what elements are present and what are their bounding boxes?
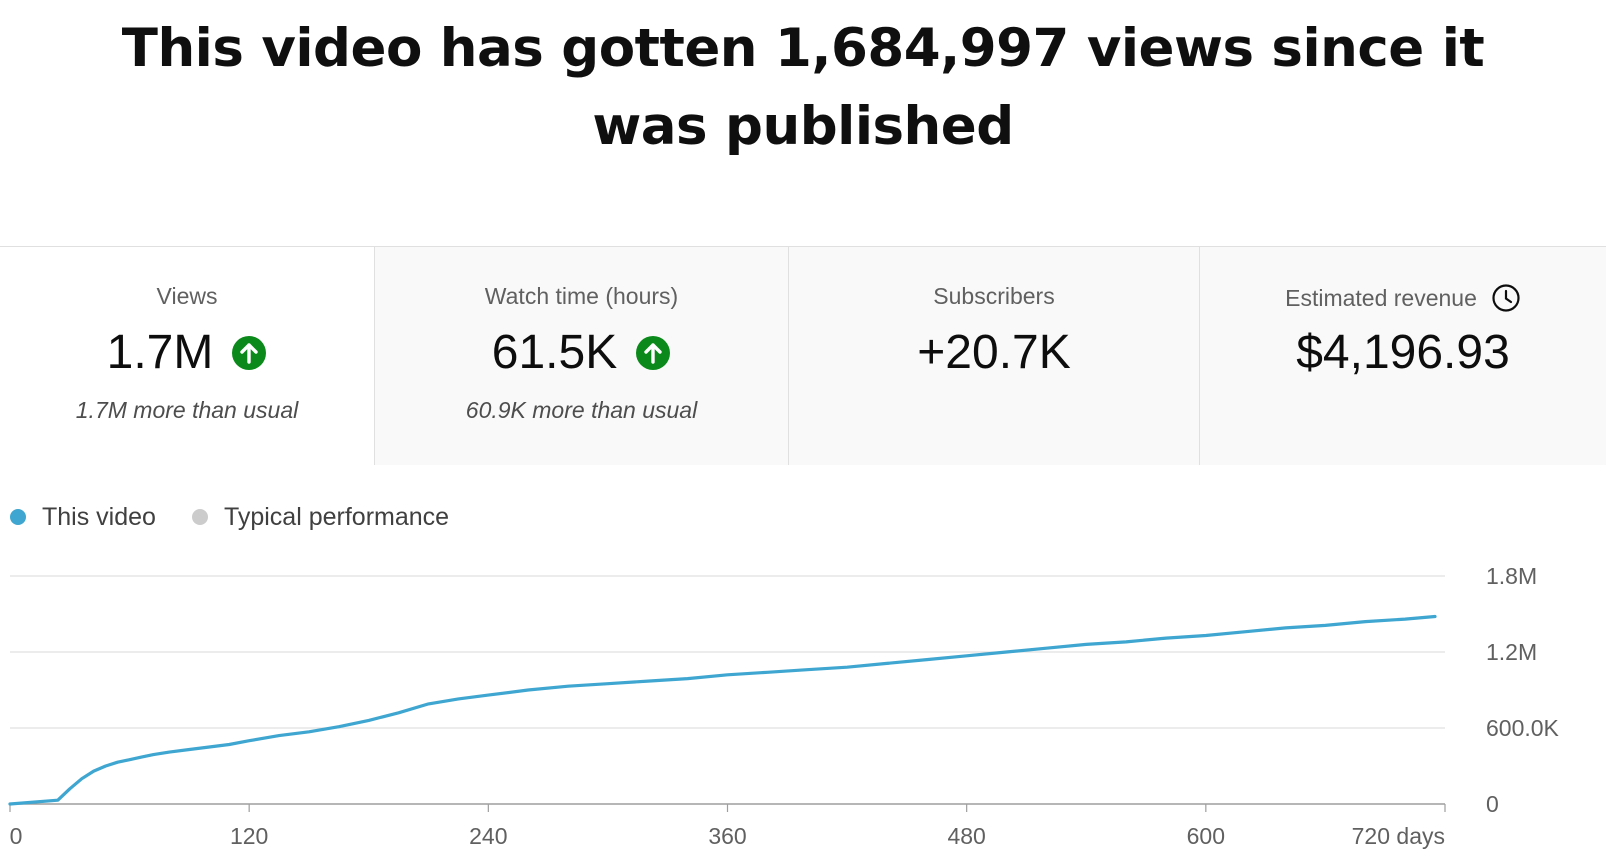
card-value: +20.7K (917, 326, 1071, 379)
chart-legend: This video Typical performance (10, 500, 485, 534)
card-value: $4,196.93 (1296, 326, 1510, 379)
card-watch-time[interactable]: Watch time (hours) 61.5K 60.9K more than… (374, 247, 788, 465)
card-note: 60.9K more than usual (465, 397, 698, 423)
x-tick-label: 480 (947, 823, 985, 849)
x-tick-label: 120 (230, 823, 268, 849)
x-tick-label: 0 (10, 823, 23, 849)
card-subscribers[interactable]: Subscribers +20.7K (788, 247, 1199, 465)
card-revenue[interactable]: Estimated revenue $4,196.93 (1199, 247, 1606, 465)
x-tick-label: 600 (1187, 823, 1225, 849)
card-note: 1.7M more than usual (75, 397, 299, 423)
card-label: Estimated revenue (1285, 284, 1477, 311)
series-line-this-video[interactable] (8, 614, 1437, 806)
page-title: This video has gotten 1,684,997 views si… (121, 18, 1485, 157)
x-tick-label: 240 (469, 823, 507, 849)
x-tick-label: 360 (708, 823, 746, 849)
card-label: Subscribers (933, 283, 1055, 309)
legend-label: Typical performance (223, 502, 450, 531)
metric-cards: Views 1.7M 1.7M more than usual Watch ti… (0, 246, 1606, 465)
card-value: 1.7M (106, 326, 214, 379)
card-value: 61.5K (491, 326, 618, 379)
clock-icon[interactable] (1491, 283, 1521, 313)
legend-item-typical-performance[interactable]: Typical performance (191, 502, 450, 532)
x-tick-label: 720 days (1352, 823, 1445, 849)
legend-label: This video (42, 502, 156, 531)
legend-item-this-video[interactable]: This video (10, 503, 156, 532)
card-label: Watch time (hours) (484, 283, 679, 309)
y-tick-label: 1.8M (1486, 563, 1537, 589)
y-tick-label: 600.0K (1486, 715, 1560, 741)
legend-dot (191, 509, 208, 525)
card-label: Views (156, 283, 218, 309)
y-tick-label: 0 (1486, 791, 1499, 817)
y-tick-label: 1.2M (1486, 639, 1537, 665)
card-views[interactable]: Views 1.7M 1.7M more than usual (0, 247, 374, 465)
arrow-up-icon (232, 336, 267, 370)
views-line-chart: 0 600.0K 1.2M 1.8M 0 120 240 360 480 600 720 days (8, 563, 1560, 849)
arrow-up-icon (636, 336, 671, 370)
legend-dot (10, 509, 26, 525)
